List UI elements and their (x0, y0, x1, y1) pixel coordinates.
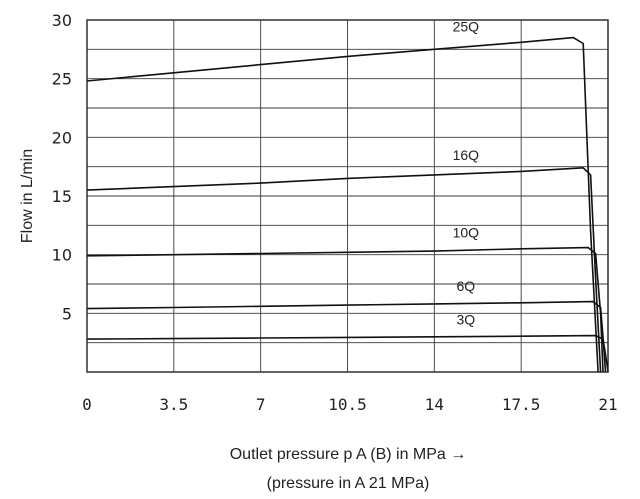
x-tick-label: 0 (82, 395, 92, 414)
series-line-6q (86, 300, 607, 373)
series-label-16q: 16Q (453, 147, 480, 163)
series-label-3q: 3Q (456, 311, 475, 327)
series-line-10q (86, 246, 604, 373)
series-label-6q: 6Q (456, 278, 475, 294)
series-line-16q (86, 167, 602, 373)
grid-layer (87, 20, 608, 372)
x-tick-label: 14 (425, 395, 444, 414)
x-axis-title: Outlet pressure p A (B) in MPa → (230, 446, 467, 463)
x-axis-note: (pressure in A 21 MPa) (267, 475, 430, 492)
x-tick-label: 10.5 (328, 395, 367, 414)
y-tick-label: 20 (52, 128, 72, 147)
series-label-25q: 25Q (453, 19, 480, 35)
y-tick-label: 15 (52, 187, 72, 206)
labels-layer: 0 3.5 7 10.5 14 17.5 21 5 10 15 20 25 30 25Q 16Q 10Q 6Q 3… (52, 11, 618, 414)
y-tick-label: 30 (52, 11, 72, 30)
y-tick-label: 25 (52, 70, 72, 89)
y-tick-label: 5 (62, 304, 72, 323)
plot-frame (86, 19, 609, 373)
curves-layer (86, 36, 609, 373)
x-tick-label: 3.5 (159, 395, 188, 414)
series-label-10q: 10Q (453, 224, 480, 240)
series-line-3q (86, 334, 609, 373)
x-tick-label: 17.5 (502, 395, 541, 414)
x-tick-label: 21 (598, 395, 617, 414)
y-axis-title: Flow in L/min (19, 149, 36, 243)
x-tick-label: 7 (256, 395, 266, 414)
y-tick-label: 10 (52, 246, 72, 265)
series-line-25q (86, 36, 599, 373)
